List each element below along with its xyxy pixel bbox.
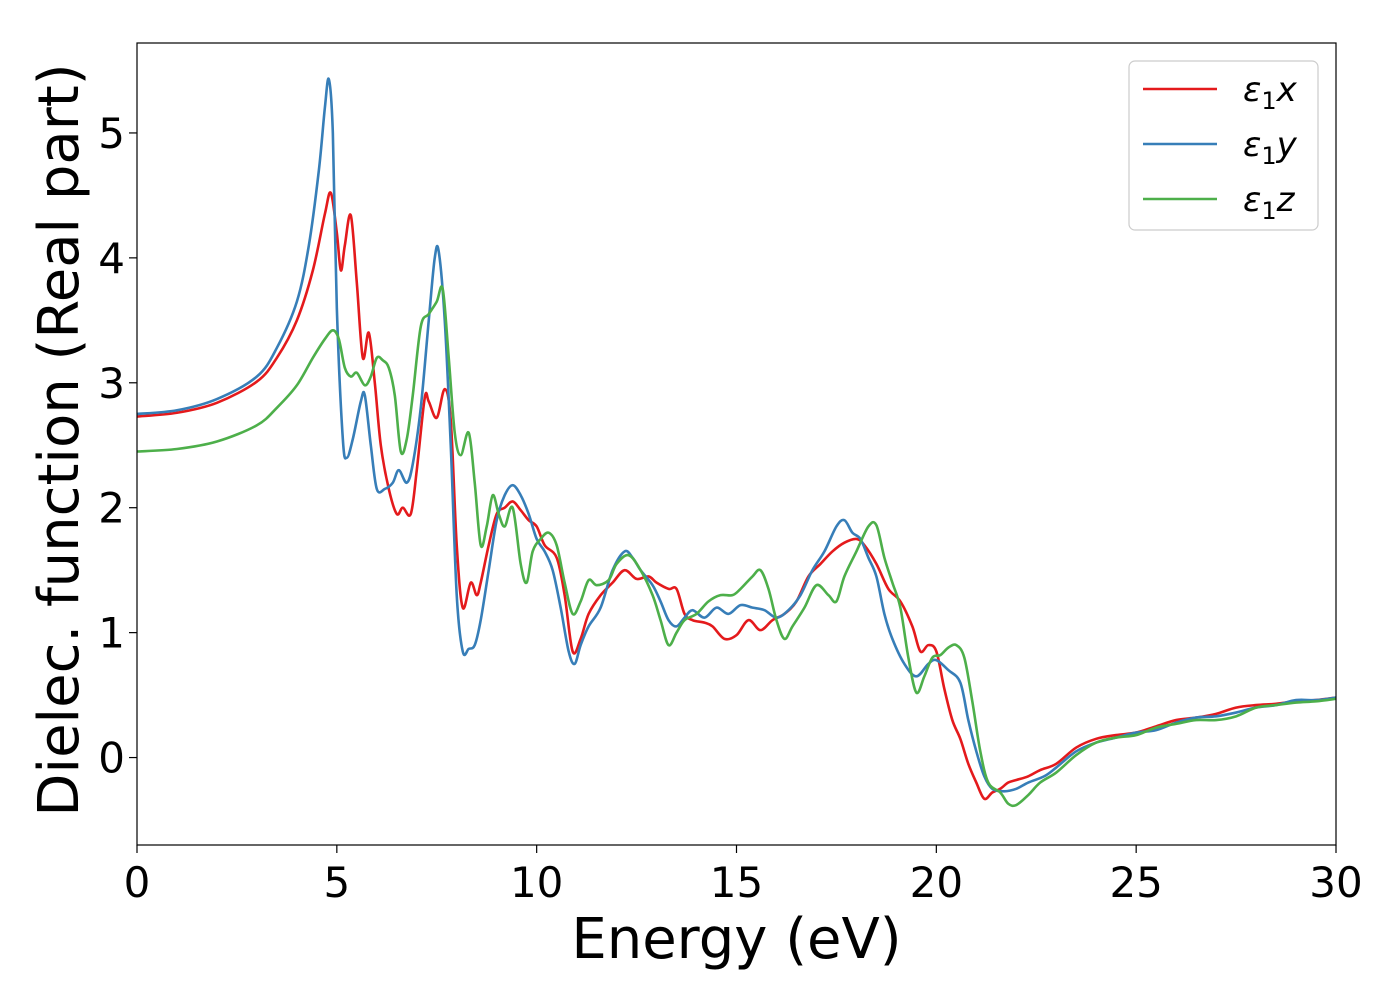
legend: ε1x ε1y ε1z: [1128, 60, 1319, 231]
series-line-z: [137, 285, 1336, 808]
x-tick-label: 15: [710, 858, 763, 907]
y-tick-label: 5: [98, 109, 125, 158]
x-tick-label: 5: [323, 858, 350, 907]
y-tick-label: 0: [98, 734, 125, 783]
x-tick-label: 0: [124, 858, 151, 907]
legend-label-y: ε1y: [1243, 125, 1298, 170]
x-tick-label: 20: [910, 858, 963, 907]
y-tick-label: 4: [98, 234, 125, 283]
y-tick-label: 1: [98, 609, 125, 658]
legend-label-z: ε1z: [1243, 180, 1296, 225]
axis-ticks: 0 5 10 15 20 25 30 0 1 2 3 4 5: [98, 109, 1362, 907]
legend-label-x: ε1x: [1243, 70, 1298, 115]
series-line-x: [137, 191, 1336, 801]
y-tick-label: 2: [98, 484, 125, 533]
legend-box: [1128, 60, 1319, 231]
x-tick-label: 10: [510, 858, 563, 907]
x-tick-label: 25: [1109, 858, 1162, 907]
x-tick-label: 30: [1309, 858, 1362, 907]
x-axis-label: Energy (eV): [571, 907, 901, 972]
y-axis-label: Dielec. function (Real part): [27, 63, 92, 816]
series-lines: [137, 77, 1336, 808]
y-tick-label: 3: [98, 359, 125, 408]
